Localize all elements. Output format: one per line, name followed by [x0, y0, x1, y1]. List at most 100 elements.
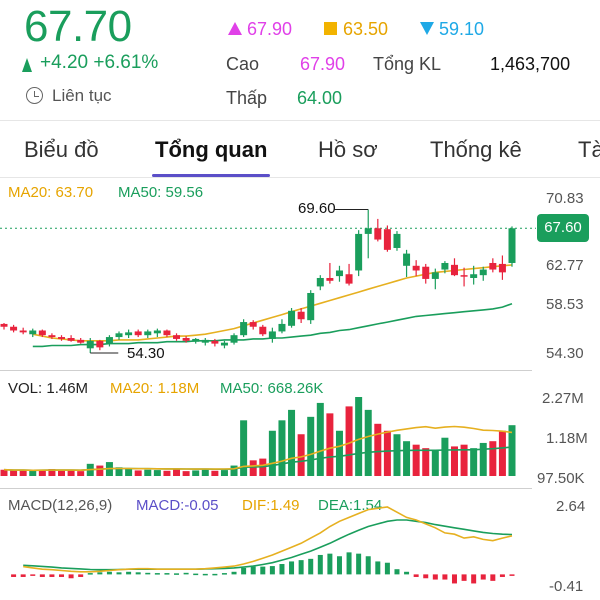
macd-histogram-bar: [365, 556, 371, 575]
macd-legend: MACD:-0.05: [136, 497, 219, 514]
volume-bar: [134, 470, 142, 476]
candlestick: [58, 337, 66, 339]
macd-histogram-bar: [212, 573, 218, 576]
macd-histogram-bar: [423, 574, 429, 579]
volume-bar: [67, 470, 75, 476]
price-change: +4.20 +6.61%: [40, 52, 159, 73]
volume-bar: [220, 470, 228, 476]
volume-bar: [38, 469, 46, 476]
volume-axis-label: 1.18M: [546, 430, 588, 447]
volume-bar: [383, 430, 391, 476]
volume-bar: [19, 470, 27, 476]
macd-histogram-bar: [20, 574, 26, 577]
dea-line: [23, 519, 513, 571]
macd-histogram-bar: [356, 553, 362, 575]
volume-bar: [125, 469, 133, 476]
candlestick: [364, 228, 372, 234]
candlestick: [460, 275, 468, 277]
volume-bar: [326, 413, 334, 476]
price-axis-label: 62.77: [546, 257, 584, 274]
candlestick: [479, 269, 487, 276]
volume-bar: [297, 434, 305, 476]
macd-histogram-bar: [241, 567, 247, 575]
candlestick: [182, 337, 190, 341]
tab-profile[interactable]: Hồ sơ: [318, 137, 378, 162]
macd-histogram-bar: [432, 574, 438, 580]
tab-statistics[interactable]: Thống kê: [430, 137, 522, 162]
triangle-down-icon: [420, 22, 434, 35]
macd-histogram-bar: [327, 553, 333, 575]
candlestick: [268, 331, 276, 339]
candlestick: [374, 228, 382, 240]
macd-histogram-bar: [39, 574, 45, 577]
volume-bar: [10, 470, 18, 476]
volume-axis-label: 97.50K: [537, 470, 585, 487]
volume-bar: [58, 470, 66, 476]
floor-price: 59.10: [439, 19, 485, 39]
volume-bar: [450, 446, 458, 476]
candlestick: [431, 272, 439, 279]
candlestick: [144, 331, 152, 336]
volume-bar: [364, 409, 372, 476]
candlestick: [307, 292, 315, 321]
candlestick: [326, 277, 334, 281]
volume-bar: [230, 465, 238, 476]
volume-bar: [192, 470, 200, 476]
current-price-tag: 67.60: [537, 214, 589, 242]
volume-bar: [374, 423, 382, 476]
price-axis-label: 54.30: [546, 345, 584, 362]
volume-bar: [153, 470, 161, 476]
candlestick: [355, 233, 363, 271]
candlestick: [335, 270, 343, 277]
volume-bar: [470, 448, 478, 476]
candlestick: [489, 262, 497, 270]
candlestick: [498, 263, 506, 273]
volume-bar: [431, 449, 439, 476]
candlestick: [38, 330, 46, 336]
volume-bar: [422, 448, 430, 476]
macd-histogram-bar: [87, 573, 93, 575]
low-marker-label: 54.30: [127, 345, 165, 362]
vol-ma50-legend: MA50: 668.26K: [220, 380, 324, 397]
macd-axis-label: -0.41: [549, 578, 584, 595]
volume-bar: [278, 420, 286, 476]
macd-histogram-bar: [97, 572, 103, 575]
candlestick: [220, 342, 228, 346]
volume-bar: [355, 397, 363, 476]
candlestick: [105, 337, 113, 344]
macd-histogram-bar: [145, 572, 151, 575]
tab-chart[interactable]: Biểu đồ: [24, 137, 99, 162]
macd-histogram-bar: [298, 560, 304, 575]
ma50-legend: MA50: 59.56: [118, 184, 204, 201]
macd-histogram-bar: [404, 571, 410, 575]
macd-histogram-bar: [221, 573, 227, 575]
volume-ma20-line: [3, 425, 513, 472]
candlestick: [259, 326, 267, 335]
macd-histogram-bar: [336, 556, 342, 575]
macd-histogram-bar: [260, 566, 266, 575]
volume-bar: [479, 442, 487, 476]
macd-histogram-bar: [499, 574, 505, 577]
macd-histogram-bar: [451, 574, 457, 584]
macd-histogram-bar: [279, 564, 285, 575]
macd-histogram-bar: [442, 574, 448, 580]
volume-bar: [498, 430, 506, 476]
macd-histogram-bar: [317, 554, 323, 575]
divider: [0, 120, 600, 121]
macd-histogram-bar: [509, 574, 515, 576]
volume-bar: [240, 420, 248, 476]
macd-histogram-bar: [308, 558, 314, 575]
macd-histogram-bar: [490, 574, 496, 581]
macd-histogram-bar: [480, 574, 486, 580]
total-volume-value: 1,463,700: [490, 54, 571, 74]
tab-overview[interactable]: Tổng quan: [155, 137, 268, 162]
candlestick: [288, 310, 296, 326]
volume-bar: [307, 416, 315, 476]
candlestick: [403, 253, 411, 266]
candlestick: [345, 274, 353, 284]
dif-line: [23, 506, 513, 573]
tab-more[interactable]: Tà: [578, 137, 600, 162]
volume-bar: [412, 444, 420, 476]
volume-bar: [288, 409, 296, 476]
